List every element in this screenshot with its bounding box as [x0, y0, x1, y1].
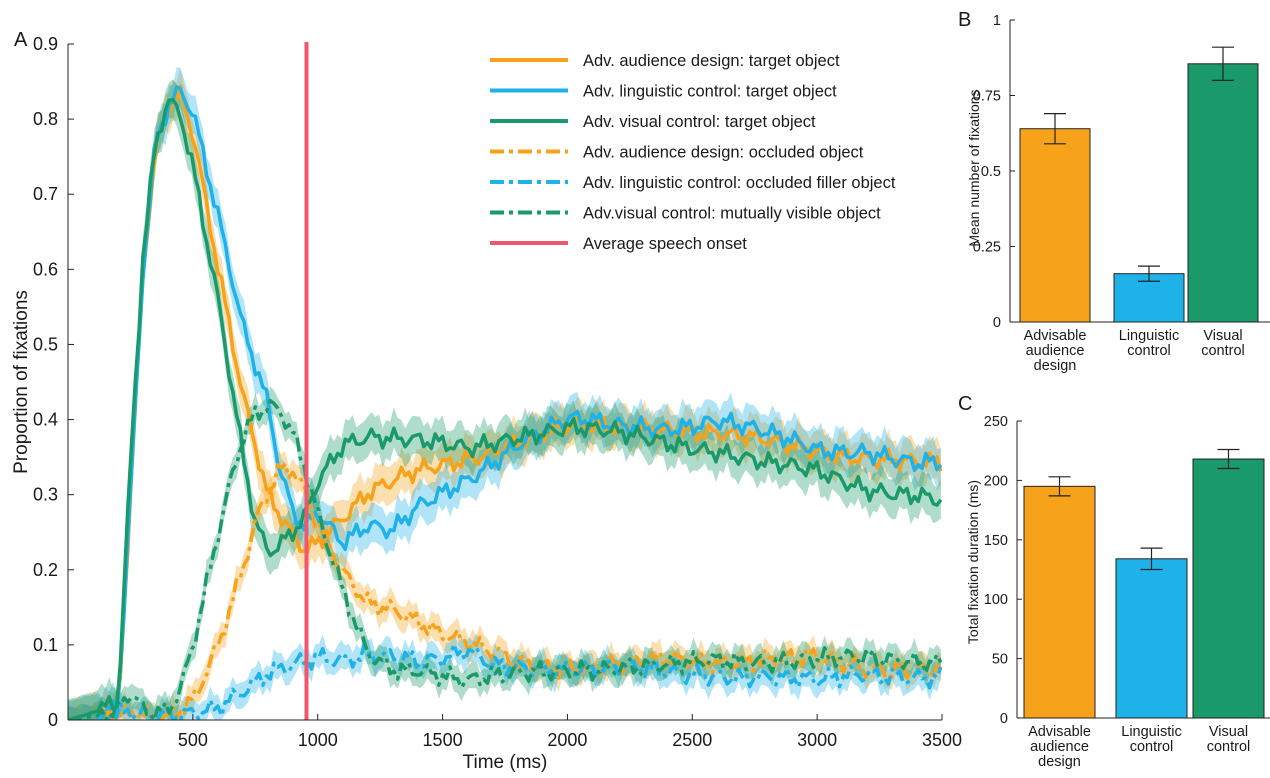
category-label: Advisable: [1024, 328, 1087, 344]
panel-c-y-ticks: 0 50 100 150 200 250: [984, 414, 1022, 727]
x-tick-label: 500: [178, 730, 208, 750]
category-label: design: [1034, 358, 1077, 374]
category-label: Visual: [1209, 724, 1248, 740]
legend-label: Adv.visual control: mutually visible obj…: [583, 205, 881, 223]
y-tick-label: 0.3: [33, 485, 58, 505]
series-line: [68, 462, 942, 720]
panel-a-y-ticks: 0 0.1 0.2 0.3 0.4 0.5 0.6 0.7 0.8 0.9: [33, 34, 74, 730]
y-tick-label: 0.25: [973, 240, 1001, 256]
series-line: [68, 85, 942, 720]
panel-b-letter: B: [958, 9, 971, 31]
legend-label: Adv. visual control: target object: [583, 113, 816, 131]
y-tick-label: 0.5: [33, 334, 58, 354]
series-line: [68, 398, 942, 720]
panel-c-y-label: Total fixation duration (ms): [965, 480, 981, 644]
series-line: [68, 97, 942, 720]
legend-label: Adv. linguistic control: target object: [583, 83, 837, 101]
panel-b-y-label: Mean number of fixations: [966, 89, 982, 246]
confidence-band: [68, 67, 941, 720]
bar: [1192, 458, 1265, 719]
panel-c-category-labels: AdvisableaudiencedesignLinguisticcontrol…: [1028, 724, 1250, 770]
category-label: Linguistic: [1121, 724, 1181, 740]
panel-a-y-label: Proportion of fixations: [11, 290, 32, 474]
y-tick-label: 1: [993, 13, 1001, 29]
confidence-band: [68, 632, 941, 720]
y-tick-label: 150: [984, 533, 1008, 549]
y-tick-label: 0.1: [33, 635, 58, 655]
panel-a-legend: Adv. audience design: target object Adv. …: [490, 52, 896, 253]
bar: [1115, 558, 1188, 719]
category-label: audience: [1030, 739, 1089, 755]
y-tick-label: 0: [48, 710, 58, 730]
x-tick-label: 2500: [672, 730, 712, 750]
y-tick-label: 0.6: [33, 259, 58, 279]
y-tick-label: 0.4: [33, 410, 58, 430]
panel-a-letter: A: [14, 29, 28, 51]
category-label: control: [1130, 739, 1174, 755]
y-tick-label: 250: [984, 414, 1008, 430]
x-tick-label: 2000: [547, 730, 587, 750]
bar: [1019, 128, 1091, 323]
legend-label: Adv. linguistic control: occluded filler…: [583, 174, 896, 192]
category-label: control: [1127, 343, 1171, 359]
category-label: Advisable: [1028, 724, 1091, 740]
series-line: [68, 642, 942, 720]
y-tick-label: 0.2: [33, 560, 58, 580]
y-tick-label: 0: [993, 315, 1001, 331]
category-label: design: [1038, 754, 1081, 770]
panel-a-x-ticks: 500 1000 1500 2000 2500 3000 3500: [178, 714, 962, 750]
panel-a: A 500 1000 1500 2000 2500 3000 3500 0 0.1 0.2 0.3…: [11, 29, 962, 773]
panel-b-y-ticks: 0 0.25 0.5 0.75 1: [973, 13, 1015, 331]
y-tick-label: 0.9: [33, 34, 58, 54]
panel-c-bars: [1023, 448, 1265, 719]
y-tick-label: 0.7: [33, 184, 58, 204]
x-tick-label: 3500: [922, 730, 962, 750]
legend-label: Adv. audience design: occluded object: [583, 144, 864, 162]
panel-c: C 0 50 100 150 200 250 Advisableaudiencedesig…: [958, 393, 1270, 770]
category-label: Linguistic: [1119, 328, 1179, 344]
category-label: Visual: [1203, 328, 1242, 344]
panel-a-x-label: Time (ms): [463, 752, 548, 773]
x-tick-label: 1500: [423, 730, 463, 750]
legend-label: Average speech onset: [583, 235, 747, 253]
y-tick-label: 50: [992, 652, 1008, 668]
y-tick-label: 100: [984, 592, 1008, 608]
category-label: control: [1207, 739, 1251, 755]
y-tick-label: 0.75: [973, 89, 1001, 105]
panel-c-letter: C: [958, 393, 972, 415]
bar: [1023, 485, 1096, 719]
x-tick-label: 1000: [298, 730, 338, 750]
confidence-band: [68, 451, 941, 720]
panel-b-bars: [1019, 46, 1259, 323]
y-tick-label: 0.8: [33, 109, 58, 129]
category-label: audience: [1026, 343, 1085, 359]
y-tick-label: 0.5: [981, 164, 1001, 180]
panel-a-series-lines: [68, 84, 942, 720]
x-tick-label: 3000: [797, 730, 837, 750]
y-tick-label: 0: [1000, 711, 1008, 727]
panel-b-category-labels: AdvisableaudiencedesignLinguisticcontrol…: [1024, 328, 1245, 374]
bar: [1187, 63, 1259, 323]
category-label: control: [1201, 343, 1245, 359]
y-tick-label: 200: [984, 473, 1008, 489]
legend-label: Adv. audience design: target object: [583, 52, 840, 70]
